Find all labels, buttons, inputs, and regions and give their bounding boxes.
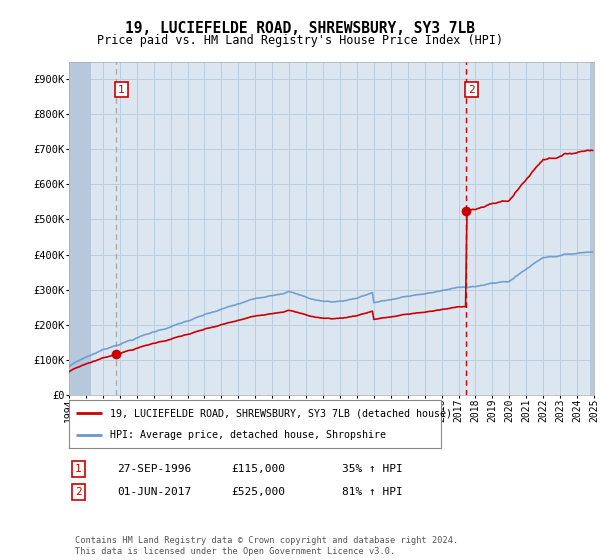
Text: 01-JUN-2017: 01-JUN-2017 bbox=[117, 487, 191, 497]
Text: 2: 2 bbox=[468, 85, 475, 95]
Text: Price paid vs. HM Land Registry's House Price Index (HPI): Price paid vs. HM Land Registry's House … bbox=[97, 34, 503, 46]
Text: 1: 1 bbox=[75, 464, 82, 474]
Text: 19, LUCIEFELDE ROAD, SHREWSBURY, SY3 7LB: 19, LUCIEFELDE ROAD, SHREWSBURY, SY3 7LB bbox=[125, 21, 475, 36]
Bar bbox=[69, 62, 91, 395]
Bar bbox=[590, 62, 594, 395]
Text: £115,000: £115,000 bbox=[231, 464, 285, 474]
Text: 27-SEP-1996: 27-SEP-1996 bbox=[117, 464, 191, 474]
Text: £525,000: £525,000 bbox=[231, 487, 285, 497]
Text: 1: 1 bbox=[118, 85, 125, 95]
Text: 2: 2 bbox=[75, 487, 82, 497]
Text: 35% ↑ HPI: 35% ↑ HPI bbox=[342, 464, 403, 474]
Text: 19, LUCIEFELDE ROAD, SHREWSBURY, SY3 7LB (detached house): 19, LUCIEFELDE ROAD, SHREWSBURY, SY3 7LB… bbox=[110, 408, 452, 418]
Text: Contains HM Land Registry data © Crown copyright and database right 2024.
This d: Contains HM Land Registry data © Crown c… bbox=[75, 536, 458, 556]
Text: 81% ↑ HPI: 81% ↑ HPI bbox=[342, 487, 403, 497]
Text: HPI: Average price, detached house, Shropshire: HPI: Average price, detached house, Shro… bbox=[110, 430, 386, 440]
